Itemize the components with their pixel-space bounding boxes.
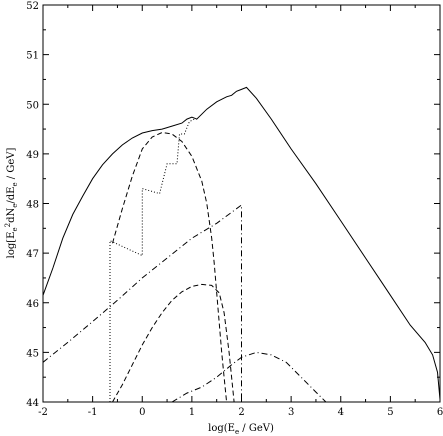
- y-tick-label: 52: [26, 1, 39, 12]
- y-tick-label: 46: [26, 299, 39, 310]
- series-line-4: [109, 118, 197, 402]
- y-tick-label: 44: [26, 398, 39, 409]
- x-tick-label: 5: [387, 407, 393, 418]
- x-tick-label: 6: [437, 407, 443, 418]
- x-axis-label: log(Ee / GeV): [208, 423, 274, 436]
- series-line-3: [42, 204, 242, 402]
- curves: [42, 86, 441, 403]
- y-tick-label: 49: [26, 150, 39, 161]
- ticks: [42, 4, 441, 403]
- x-tick-label: -1: [88, 407, 98, 418]
- y-tick-label: 47: [26, 249, 39, 260]
- x-tick-label: -2: [38, 407, 48, 418]
- x-tick-label: 0: [139, 407, 145, 418]
- series-line-6: [171, 351, 327, 403]
- y-tick-labels: 44 45 46 47 48 49 50 51 52: [26, 1, 39, 409]
- y-tick-label: 51: [26, 51, 39, 62]
- x-tick-label: 2: [238, 407, 244, 418]
- x-tick-label: 1: [189, 407, 195, 418]
- y-tick-label: 48: [26, 200, 39, 211]
- x-tick-label: 4: [338, 407, 344, 418]
- y-tick-label: 45: [26, 348, 39, 359]
- series-line-2: [112, 131, 228, 403]
- x-tick-labels: -2 -1 0 1 2 3 4 5 6: [38, 407, 443, 418]
- y-axis-label: log[Ee2dNe/dEe / GeV]: [4, 148, 19, 259]
- series-line-5: [112, 283, 235, 403]
- x-tick-label: 3: [288, 407, 294, 418]
- y-tick-label: 50: [26, 100, 39, 111]
- series-line-1: [42, 86, 441, 400]
